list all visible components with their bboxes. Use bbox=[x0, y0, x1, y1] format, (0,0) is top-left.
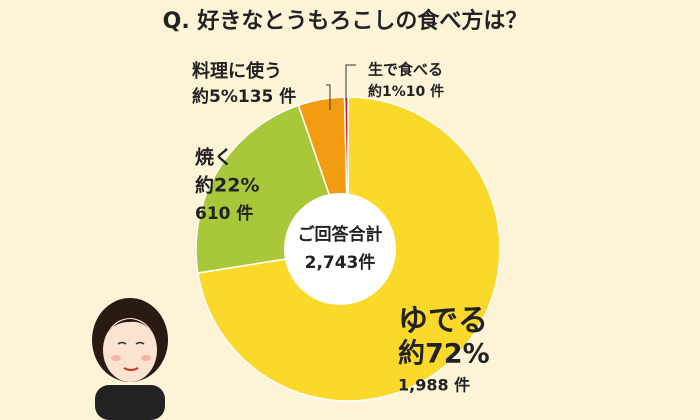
count-label: 610 件 bbox=[195, 203, 253, 224]
count-label: 10 件 bbox=[406, 83, 444, 100]
slice-name: 料理に使う bbox=[192, 60, 282, 82]
leader-line bbox=[326, 84, 331, 110]
percent-label: 約1% bbox=[368, 83, 406, 100]
percent-label: 約22% bbox=[195, 174, 259, 197]
total-label: 2,743件 bbox=[305, 252, 376, 273]
slice-name: 焼く bbox=[195, 146, 233, 169]
count-label: 135 件 bbox=[238, 86, 296, 107]
chart-title: Q. 好きなとうもろこしの食べ方は？ bbox=[163, 8, 528, 34]
pie bbox=[195, 96, 501, 402]
percent-label: 約5% bbox=[192, 86, 238, 107]
total-title: ご回答合計 bbox=[298, 224, 383, 245]
slice-values: 約1%10 件 bbox=[368, 83, 444, 100]
center-hole bbox=[284, 193, 396, 305]
slice-values: 約5%135 件 bbox=[192, 86, 296, 107]
leader-line bbox=[345, 64, 356, 100]
count-label: 1,988 件 bbox=[398, 376, 470, 395]
slice-name: 生で食べる bbox=[368, 61, 443, 79]
slice-name: ゆでる bbox=[398, 304, 488, 339]
person-icon bbox=[92, 298, 168, 420]
percent-label: 約72% bbox=[398, 338, 490, 370]
